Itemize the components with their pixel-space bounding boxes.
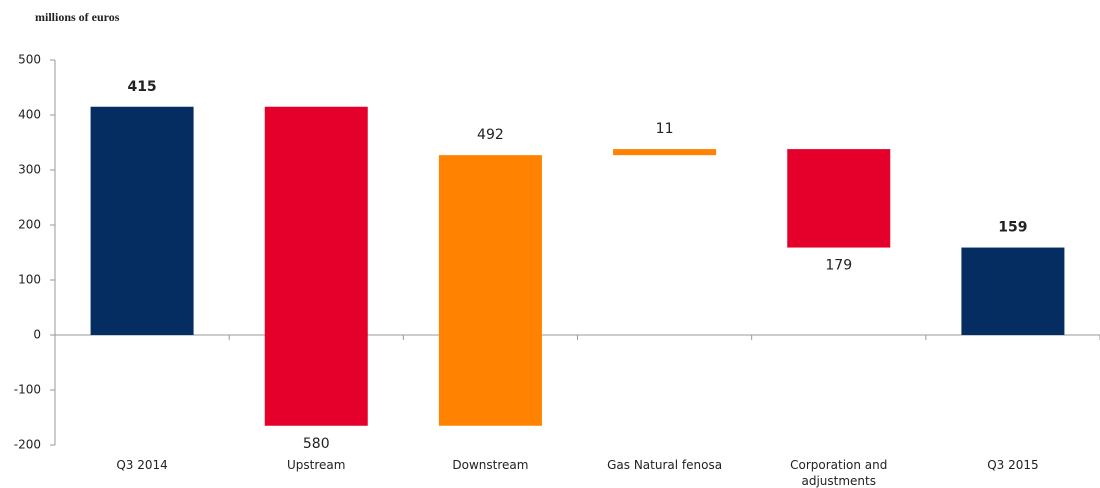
- y-tick-label: 200: [18, 218, 41, 232]
- y-tick-label: 400: [18, 108, 41, 122]
- value-label: 159: [998, 220, 1027, 236]
- value-label: 415: [127, 79, 156, 95]
- bar: [438, 155, 542, 426]
- y-tick-label: 0: [33, 328, 41, 342]
- x-tick-label: Upstream: [287, 458, 346, 472]
- value-label: 492: [477, 127, 504, 143]
- y-tick-label: 500: [18, 53, 41, 67]
- value-label: 580: [303, 436, 330, 452]
- chart-title: millions of euros: [35, 10, 120, 24]
- x-tick-label: Gas Natural fenosa: [607, 458, 723, 472]
- y-tick-label: 300: [18, 163, 41, 177]
- x-tick-label: Q3 2015: [987, 458, 1039, 472]
- bar: [264, 106, 368, 426]
- value-label: 11: [656, 121, 674, 137]
- value-label: 179: [825, 258, 852, 274]
- x-tick-label: Q3 2014: [116, 458, 168, 472]
- y-tick-label: -100: [14, 383, 41, 397]
- bar: [90, 106, 194, 335]
- x-tick-label: Downstream: [452, 458, 529, 472]
- y-tick-label: -200: [14, 438, 41, 452]
- y-tick-label: 100: [18, 273, 41, 287]
- bar: [613, 149, 717, 156]
- x-tick-label: Corporation and adjustments: [790, 458, 888, 488]
- bar: [961, 247, 1065, 335]
- bar: [787, 149, 891, 248]
